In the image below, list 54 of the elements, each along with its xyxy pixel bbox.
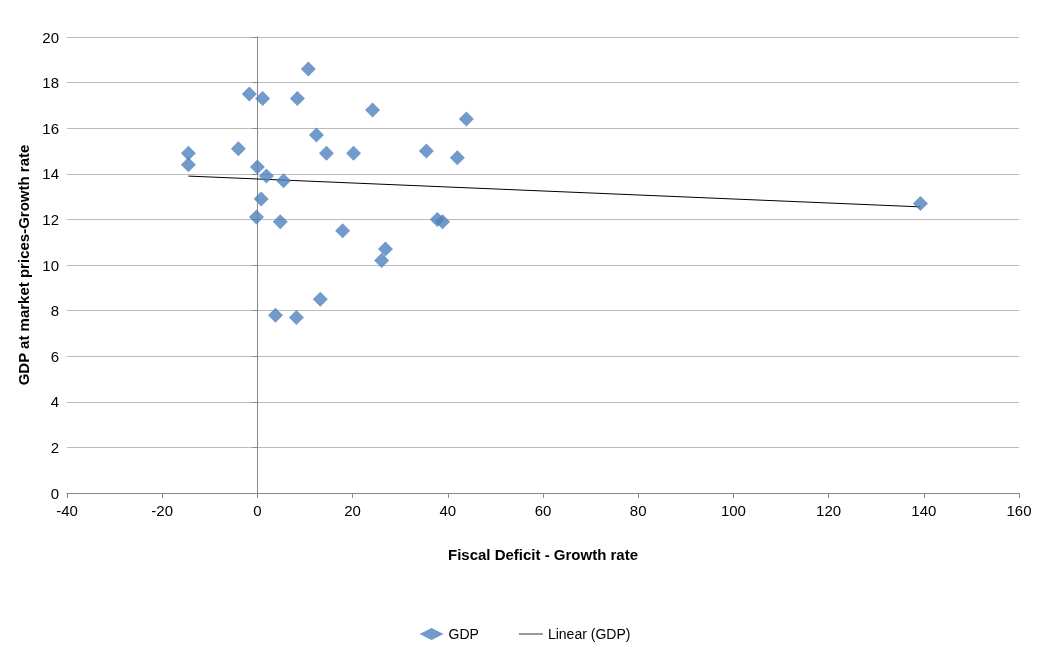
x-axis-title: Fiscal Deficit - Growth rate [447,546,639,563]
x-tick-label: 160 [1006,502,1032,519]
point [312,291,328,307]
point [374,252,390,268]
legend-label: Linear (GDP) [547,626,631,642]
x-tick-label: -40 [56,502,78,519]
point [248,209,264,225]
point [258,168,274,184]
point [255,91,271,107]
point [377,241,393,257]
y-tick-label: 0 [50,484,59,502]
y-axis-title: GDP at market prices-Growth rate [15,144,33,386]
y-tick-label: 8 [50,302,59,320]
point [418,143,434,159]
point [249,159,265,175]
y-tick-label: 10 [42,256,59,274]
y-tick-label: 2 [50,438,59,456]
y-tick-label: 18 [42,74,59,92]
point [180,157,196,173]
point [272,214,288,230]
point [288,309,304,325]
point [180,145,196,161]
y-tick-label: 16 [42,119,59,137]
point [289,91,305,107]
point [267,307,283,323]
point [300,61,316,77]
point [912,195,928,211]
y-tick-label: 12 [42,210,59,228]
legend-label: GDP [448,626,479,642]
point [276,173,292,189]
point [308,127,324,143]
x-tick-label: 20 [344,502,361,519]
point [365,102,381,118]
x-tick-label: 100 [720,502,746,519]
point [318,145,334,161]
point [449,150,465,166]
y-tick-label: 6 [50,347,59,365]
point [458,111,474,127]
x-tick-label: 120 [816,502,842,519]
point [230,141,246,157]
point [335,223,351,239]
point [241,86,257,102]
x-tick-label: 140 [911,502,937,519]
y-tick-label: 20 [42,28,59,46]
y-tick-label: 4 [50,393,59,411]
x-tick-label: 0 [253,502,262,519]
x-tick-label: -20 [151,502,174,519]
x-tick-label: 60 [534,502,552,519]
point [346,145,362,161]
x-tick-label: 40 [439,502,457,519]
point [253,191,269,207]
x-tick-label: 80 [629,502,647,519]
point [435,214,451,230]
y-tick-label: 14 [42,165,59,183]
